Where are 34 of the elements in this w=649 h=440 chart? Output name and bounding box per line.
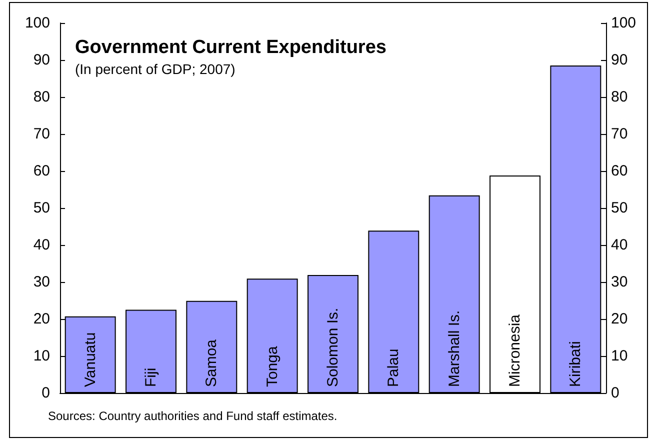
y2-tick-label: 40 — [611, 236, 628, 254]
text: Government Current Expenditures — [75, 37, 386, 58]
text: (In percent of GDP; 2007) — [75, 61, 236, 77]
x-tick-label: Tonga — [264, 345, 281, 387]
y2-tick-label: 70 — [611, 126, 628, 142]
y2-tick-label: 20 — [611, 310, 628, 328]
source-note: Sources: Country authorities and Fund staff estimates. — [48, 409, 338, 423]
y-tick-label: 20 — [33, 310, 50, 328]
x-tick-label: Micronesia — [506, 314, 524, 387]
y-tick-label: 60 — [33, 162, 50, 180]
x-tick-label: Fiji — [142, 368, 160, 387]
x-tick-label: Marshall Is. — [446, 310, 463, 387]
y-tick-label: 50 — [33, 200, 50, 216]
x-tick-label: Solomon Is. — [324, 308, 342, 387]
y2-tick-label: 50 — [611, 200, 628, 216]
x-tick-label: Kiribati — [567, 341, 584, 387]
y-tick-label: 10 — [33, 348, 50, 364]
y2-tick-label: 10 — [611, 348, 628, 364]
y2-tick-label: 0 — [611, 384, 620, 402]
y-tick-label: 40 — [33, 236, 50, 254]
y-tick-label: 0 — [42, 384, 50, 402]
y-tick-label: 70 — [33, 126, 50, 142]
x-tick-label: Samoa — [203, 338, 220, 387]
y2-tick-label: 30 — [611, 274, 628, 290]
x-tick-label: Palau — [385, 348, 402, 387]
y-tick-label: 80 — [33, 88, 50, 106]
y2-tick-label: 90 — [611, 52, 628, 68]
y2-tick-label: 100 — [611, 14, 636, 32]
y-tick-label: 100 — [24, 14, 50, 32]
y2-tick-label: 60 — [611, 162, 628, 180]
y-tick-label: 90 — [33, 52, 50, 68]
y2-tick-label: 80 — [611, 88, 628, 106]
x-tick-label: Vanuatu — [82, 332, 99, 387]
y-tick-label: 30 — [33, 274, 50, 290]
